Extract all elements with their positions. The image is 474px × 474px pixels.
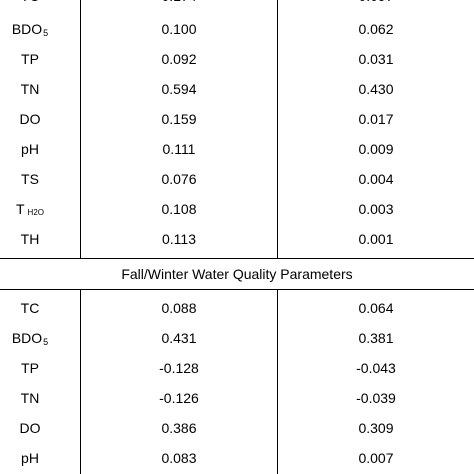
table-row: TN -0.126 -0.039 xyxy=(0,383,474,413)
parameter-name: pH xyxy=(21,450,39,466)
parameter-subscript: 5 xyxy=(43,28,49,38)
value-2-cell: 0.031 xyxy=(358,51,394,67)
parameter-name: TP xyxy=(21,51,39,67)
value-2-cell: 0.097 xyxy=(278,0,474,11)
value-2-cell: 0.001 xyxy=(358,231,394,247)
parameter-subscript: 5 xyxy=(43,337,49,347)
parameter-name: TC xyxy=(20,300,40,316)
table-row: pH 0.111 0.009 xyxy=(0,134,474,164)
value-2-cell: 0.003 xyxy=(358,201,394,217)
table-row: TH 0.113 0.001 xyxy=(0,224,474,254)
value-2-cell: 0.009 xyxy=(358,141,394,157)
table-row: TS 0.076 0.004 xyxy=(0,164,474,194)
value-2-cell: 0.064 xyxy=(358,300,394,316)
value-2-cell: 0.062 xyxy=(358,21,394,37)
parameter-name: pH xyxy=(21,141,39,157)
value-1-cell: 0.088 xyxy=(161,300,197,316)
parameter-cell: TN xyxy=(0,74,60,104)
section-divider-top xyxy=(0,258,474,259)
parameter-name: TN xyxy=(20,390,40,406)
parameter-cell: TH xyxy=(0,224,60,254)
parameter-cell: TS xyxy=(0,164,60,194)
value-1-cell: 0.113 xyxy=(162,231,196,247)
value-2-cell: 0.430 xyxy=(358,81,394,97)
value-2-cell: -0.039 xyxy=(356,390,396,406)
parameter-name: TS xyxy=(21,171,39,187)
value-1-cell: 0.174 xyxy=(81,0,277,11)
parameter-name: DO xyxy=(19,420,41,436)
parameter-cell: T H2O xyxy=(0,194,60,224)
value-2-cell: -0.043 xyxy=(356,360,396,376)
parameter-cell: TN xyxy=(0,383,60,413)
value-1-cell: 0.092 xyxy=(161,51,197,67)
parameter-name: DO xyxy=(19,111,41,127)
value-1-cell: 0.083 xyxy=(161,450,197,466)
fall-winter-section-header: Fall/Winter Water Quality Parameters xyxy=(121,266,353,282)
value-1-cell: -0.128 xyxy=(159,360,199,376)
table-row: TP -0.128 -0.043 xyxy=(0,353,474,383)
value-2-cell: 0.004 xyxy=(358,171,394,187)
value-1-cell: 0.386 xyxy=(161,420,197,436)
table-row: TC 0.174 0.097 xyxy=(0,0,474,11)
parameter-cell: pH xyxy=(0,443,60,473)
parameter-cell: TP xyxy=(0,44,60,74)
value-1-cell: 0.594 xyxy=(161,81,197,97)
column-divider xyxy=(277,289,278,474)
parameter-cell: TP xyxy=(0,353,60,383)
parameter-cell: DO xyxy=(0,413,60,443)
parameter-cell: DO xyxy=(0,104,60,134)
parameter-cell: TC xyxy=(0,293,60,323)
table-row: pH 0.083 0.007 xyxy=(0,443,474,473)
table-row: TP 0.092 0.031 xyxy=(0,44,474,74)
column-divider xyxy=(80,289,81,474)
parameter-cell: pH xyxy=(0,134,60,164)
parameter-cell: BDO5 xyxy=(0,14,60,44)
value-1-cell: 0.111 xyxy=(162,141,196,157)
value-2-cell: 0.007 xyxy=(358,450,394,466)
parameter-subscript: H2O xyxy=(27,208,44,217)
table-row: DO 0.386 0.309 xyxy=(0,413,474,443)
parameter-name: BDO xyxy=(11,330,43,346)
value-2-cell: 0.309 xyxy=(358,420,394,436)
table-row: T H2O 0.108 0.003 xyxy=(0,194,474,224)
column-divider xyxy=(277,0,278,258)
value-1-cell: 0.108 xyxy=(161,201,197,217)
parameter-name: BDO xyxy=(11,21,43,37)
parameter-name: T xyxy=(15,201,25,217)
value-2-cell: 0.381 xyxy=(358,330,394,346)
parameter-name: TP xyxy=(21,360,39,376)
value-1-cell: 0.159 xyxy=(161,111,197,127)
parameter-name: TN xyxy=(20,81,40,97)
table-row: TC 0.088 0.064 xyxy=(0,293,474,323)
table-row: TN 0.594 0.430 xyxy=(0,74,474,104)
table-row: DO 0.159 0.017 xyxy=(0,104,474,134)
parameter-cell: BDO5 xyxy=(0,323,60,353)
table-row: BDO5 0.100 0.062 xyxy=(0,14,474,44)
value-1-cell: 0.431 xyxy=(161,330,197,346)
parameter-name: TH xyxy=(20,231,40,247)
parameter-cell: TC xyxy=(0,0,60,11)
column-divider xyxy=(80,0,81,258)
table-row: BDO5 0.431 0.381 xyxy=(0,323,474,353)
section-divider-bottom xyxy=(0,289,474,290)
value-2-cell: 0.017 xyxy=(358,111,394,127)
value-1-cell: 0.100 xyxy=(161,21,197,37)
value-1-cell: -0.126 xyxy=(159,390,199,406)
value-1-cell: 0.076 xyxy=(161,171,197,187)
